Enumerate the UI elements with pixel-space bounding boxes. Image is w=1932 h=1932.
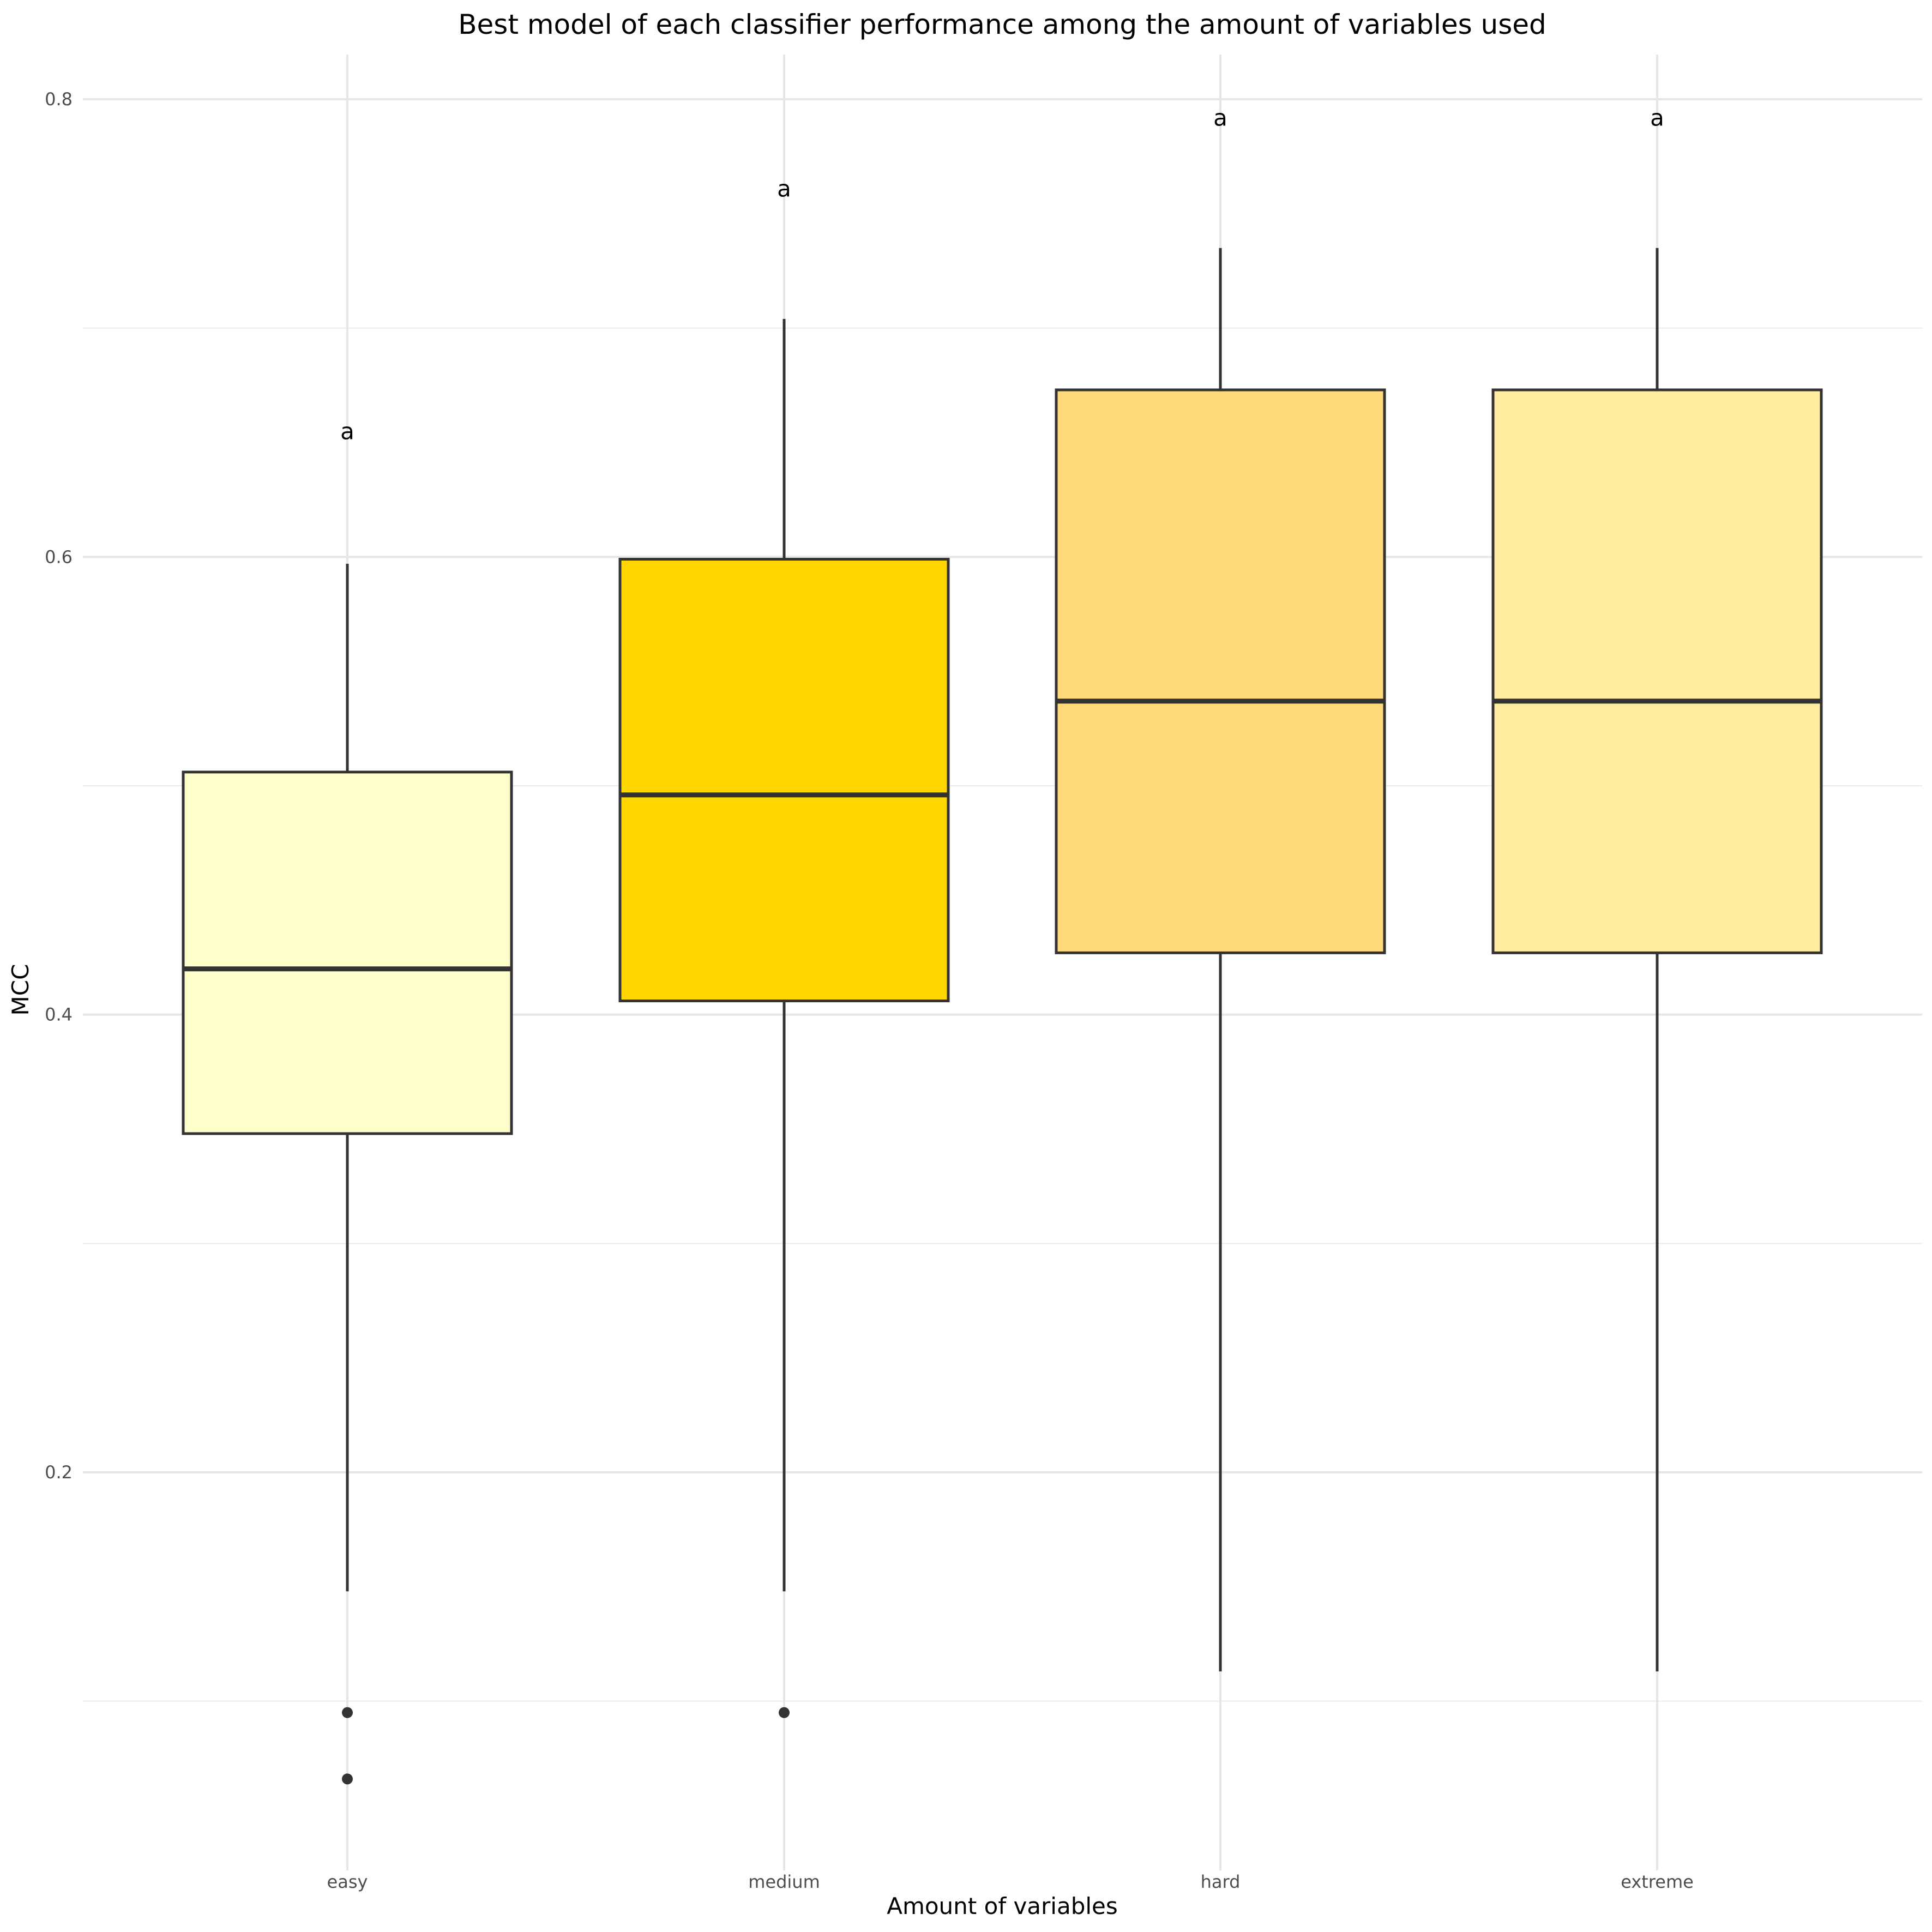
x-tick-label: extreme [1621,1871,1694,1892]
y-tick-label: 0.4 [45,1004,73,1025]
x-tick-label: easy [327,1871,368,1892]
box-body [618,558,950,1002]
y-axis-title: MCC [7,964,34,1016]
significance-letter: a [777,176,791,202]
box-medium [618,318,950,1718]
x-tick-label: medium [748,1871,820,1892]
box-body [1491,388,1823,954]
outlier-point [779,1707,790,1718]
box-extreme [1491,248,1823,1672]
outlier-point [342,1773,353,1785]
significance-letter: a [1213,105,1227,131]
y-tick-label: 0.8 [45,89,73,110]
box-layer [182,248,1823,1785]
significance-letter: a [1650,105,1664,131]
chart-title: Best model of each classifier performanc… [458,9,1546,40]
y-tick-label: 0.2 [45,1462,73,1483]
x-tick-label: hard [1201,1871,1241,1892]
box-hard [1055,248,1386,1672]
significance-letter: a [340,418,354,445]
label-layer: 0.2 0.4 0.6 0.8 a easy a medium a hard a extreme [45,89,1694,1892]
x-axis-title: Amount of variables [887,1893,1118,1919]
box-easy [182,563,513,1785]
box-body [1055,388,1386,954]
box-body [182,771,513,1135]
y-tick-label: 0.6 [45,546,73,567]
outlier-point [342,1707,353,1718]
